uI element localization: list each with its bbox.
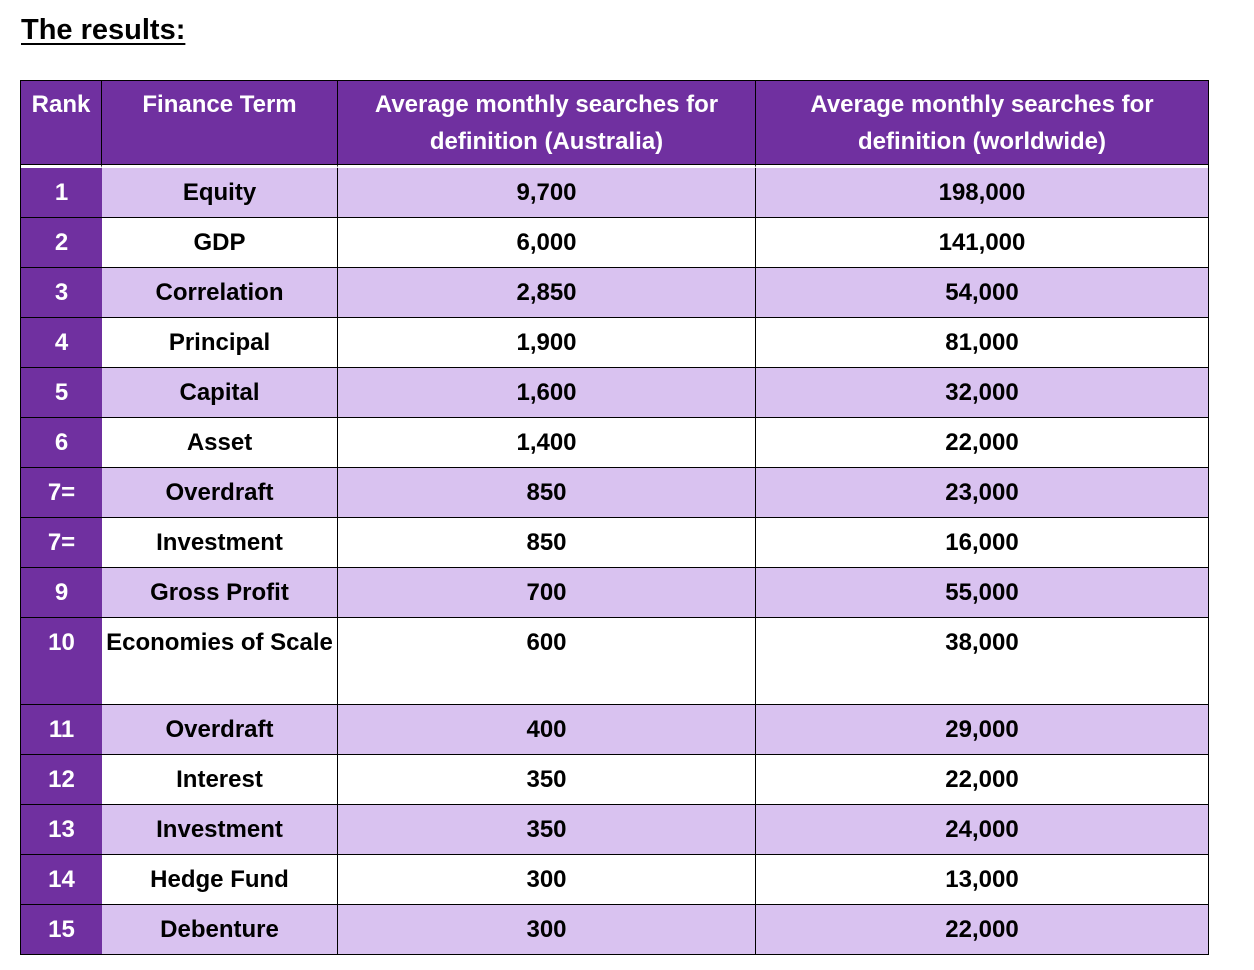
cell-rank: 13: [21, 805, 102, 855]
cell-searches-worldwide: 22,000: [756, 418, 1208, 468]
cell-rank: 11: [21, 705, 102, 755]
cell-searches-australia: 300: [338, 905, 756, 955]
cell-finance-term: Investment: [102, 805, 338, 855]
cell-searches-australia: 300: [338, 855, 756, 905]
header-searches-australia: Average monthly searches for definition …: [338, 81, 756, 168]
cell-searches-worldwide: 55,000: [756, 568, 1208, 618]
cell-finance-term: Principal: [102, 318, 338, 368]
page-heading: The results:: [21, 14, 186, 46]
cell-searches-australia: 2,850: [338, 268, 756, 318]
cell-searches-australia: 350: [338, 805, 756, 855]
cell-finance-term: Interest: [102, 755, 338, 805]
cell-rank: 7=: [21, 518, 102, 568]
cell-rank: 4: [21, 318, 102, 368]
cell-rank: 10: [21, 618, 102, 705]
table-row: 1 Equity 9,700 198,000: [21, 168, 1208, 218]
cell-searches-worldwide: 32,000: [756, 368, 1208, 418]
table-row: 14 Hedge Fund 300 13,000: [21, 855, 1208, 905]
cell-searches-worldwide: 23,000: [756, 468, 1208, 518]
cell-finance-term: Equity: [102, 168, 338, 218]
cell-searches-australia: 850: [338, 518, 756, 568]
cell-searches-worldwide: 54,000: [756, 268, 1208, 318]
table-row: 10 Economies of Scale 600 38,000: [21, 618, 1208, 705]
cell-rank: 3: [21, 268, 102, 318]
cell-finance-term: Hedge Fund: [102, 855, 338, 905]
cell-rank: 15: [21, 905, 102, 955]
cell-searches-worldwide: 81,000: [756, 318, 1208, 368]
table-body: 1 Equity 9,700 198,000 2 GDP 6,000 141,000 3 Corr…: [21, 168, 1208, 955]
cell-searches-australia: 850: [338, 468, 756, 518]
cell-rank: 1: [21, 168, 102, 218]
header-searches-worldwide: Average monthly searches for definition …: [756, 81, 1208, 168]
cell-rank: 9: [21, 568, 102, 618]
cell-finance-term: Overdraft: [102, 468, 338, 518]
cell-rank: 6: [21, 418, 102, 468]
cell-searches-worldwide: 22,000: [756, 755, 1208, 805]
cell-searches-australia: 600: [338, 618, 756, 705]
table-row: 11 Overdraft 400 29,000: [21, 705, 1208, 755]
cell-rank: 12: [21, 755, 102, 805]
cell-searches-australia: 1,900: [338, 318, 756, 368]
cell-searches-australia: 400: [338, 705, 756, 755]
table-row: 3 Correlation 2,850 54,000: [21, 268, 1208, 318]
cell-rank: 7=: [21, 468, 102, 518]
table-row: 13 Investment 350 24,000: [21, 805, 1208, 855]
cell-searches-worldwide: 16,000: [756, 518, 1208, 568]
cell-searches-australia: 700: [338, 568, 756, 618]
cell-searches-australia: 350: [338, 755, 756, 805]
cell-searches-worldwide: 29,000: [756, 705, 1208, 755]
cell-finance-term: Investment: [102, 518, 338, 568]
header-rank: Rank: [21, 81, 102, 168]
cell-finance-term: Gross Profit: [102, 568, 338, 618]
table-row: 4 Principal 1,900 81,000: [21, 318, 1208, 368]
cell-searches-worldwide: 22,000: [756, 905, 1208, 955]
table-header-row: Rank Finance Term Average monthly search…: [21, 81, 1208, 168]
cell-finance-term: GDP: [102, 218, 338, 268]
cell-searches-worldwide: 13,000: [756, 855, 1208, 905]
table-row: 7= Overdraft 850 23,000: [21, 468, 1208, 518]
cell-finance-term: Economies of Scale: [102, 618, 338, 705]
cell-rank: 14: [21, 855, 102, 905]
cell-finance-term: Debenture: [102, 905, 338, 955]
cell-rank: 5: [21, 368, 102, 418]
cell-searches-worldwide: 141,000: [756, 218, 1208, 268]
table-row: 9 Gross Profit 700 55,000: [21, 568, 1208, 618]
results-table: Rank Finance Term Average monthly search…: [20, 80, 1209, 955]
cell-finance-term: Asset: [102, 418, 338, 468]
cell-searches-australia: 1,400: [338, 418, 756, 468]
table-row: 5 Capital 1,600 32,000: [21, 368, 1208, 418]
cell-finance-term: Capital: [102, 368, 338, 418]
cell-searches-australia: 9,700: [338, 168, 756, 218]
table-row: 2 GDP 6,000 141,000: [21, 218, 1208, 268]
cell-searches-worldwide: 24,000: [756, 805, 1208, 855]
cell-finance-term: Overdraft: [102, 705, 338, 755]
table-row: 6 Asset 1,400 22,000: [21, 418, 1208, 468]
table-row: 15 Debenture 300 22,000: [21, 905, 1208, 955]
header-finance-term: Finance Term: [102, 81, 338, 168]
table-row: 12 Interest 350 22,000: [21, 755, 1208, 805]
cell-searches-worldwide: 198,000: [756, 168, 1208, 218]
cell-searches-worldwide: 38,000: [756, 618, 1208, 705]
cell-finance-term: Correlation: [102, 268, 338, 318]
cell-rank: 2: [21, 218, 102, 268]
cell-searches-australia: 6,000: [338, 218, 756, 268]
table-row: 7= Investment 850 16,000: [21, 518, 1208, 568]
cell-searches-australia: 1,600: [338, 368, 756, 418]
